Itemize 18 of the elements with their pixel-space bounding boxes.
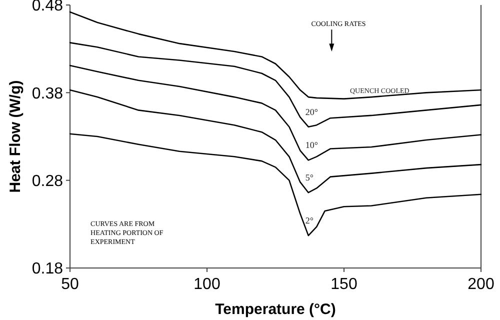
y-tick-label: 0.18 [32, 260, 64, 278]
y-tick-label: 0.28 [32, 172, 64, 190]
x-axis-title: Temperature (°C) [215, 301, 336, 318]
x-tick-label: 200 [468, 276, 494, 293]
series-label: 10° [305, 140, 318, 150]
line-series [69, 133, 482, 236]
line-series [69, 11, 482, 100]
y-tick-label: 0.38 [32, 85, 64, 102]
line-series [69, 64, 482, 161]
series-label: 2° [305, 216, 314, 226]
series-label: 20° [305, 106, 318, 117]
series-label: 5° [305, 172, 314, 183]
line-series [69, 89, 482, 194]
line-series [69, 42, 482, 128]
y-axis-title: Heat Flow (W/g) [7, 80, 24, 193]
x-tick-label: 100 [194, 276, 220, 293]
x-tick-label: 50 [61, 276, 79, 293]
x-tick-label: 150 [330, 276, 358, 293]
